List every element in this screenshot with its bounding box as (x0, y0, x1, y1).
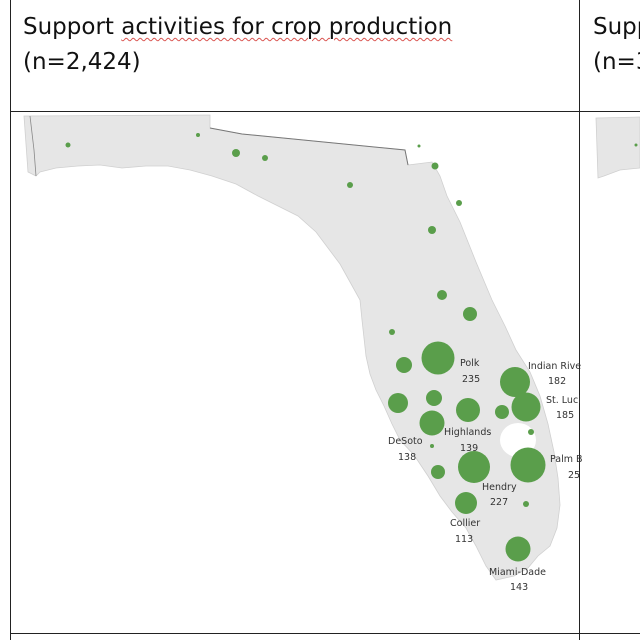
county-value-label: 235 (462, 374, 480, 385)
county-bubble (396, 357, 412, 373)
county-value-label: 139 (460, 443, 478, 454)
county-bubble (456, 398, 480, 422)
county-value-label: 138 (398, 452, 416, 463)
county-bubble (437, 290, 447, 300)
panel-title: Support activities for crop production (… (23, 10, 452, 80)
county-name-label: Collier (450, 518, 480, 529)
panel-title-part: activities for crop production (121, 14, 453, 40)
table-border-header (10, 111, 640, 112)
florida-land (23, 114, 561, 581)
county-bubble (262, 155, 268, 161)
florida-land-right-panel (595, 116, 640, 179)
county-name-label: DeSoto (388, 436, 423, 447)
county-bubble (196, 133, 200, 137)
panel-title-right-line1: Supp (593, 14, 640, 40)
county-bubble (510, 447, 546, 483)
county-bubble (500, 367, 530, 397)
county-value-label: 113 (455, 534, 473, 545)
county-bubble (505, 536, 531, 562)
county-value-label: 25 (568, 470, 580, 481)
county-name-label: Polk (460, 358, 480, 369)
state-border-line (29, 115, 37, 177)
panel-title-part: Support (23, 14, 122, 40)
panel-title-right: Supp (n=3 (593, 10, 640, 80)
county-name-label: Hendry (482, 482, 517, 493)
county-value-label: 143 (510, 582, 528, 593)
county-value-label: 227 (490, 497, 508, 508)
table-border-left (10, 0, 11, 640)
bubble-layer (65, 133, 638, 562)
county-bubble (419, 410, 445, 436)
table-border-middle (579, 0, 580, 640)
county-name-label: Miami-Dade (489, 567, 546, 578)
county-bubble (430, 444, 434, 448)
panel-count-right: (n=3 (593, 49, 640, 75)
county-value-label: 182 (548, 376, 566, 387)
county-bubble (421, 341, 455, 375)
state-border-line (209, 127, 409, 166)
county-name-label: St. Luci (546, 395, 581, 406)
county-bubble (528, 429, 534, 435)
county-value-label: 185 (556, 410, 574, 421)
table-border-bottom (10, 633, 640, 634)
county-bubble (523, 501, 529, 507)
county-bubble (65, 142, 71, 148)
county-bubble (417, 144, 421, 148)
county-bubble (431, 162, 439, 170)
county-bubble (463, 307, 477, 321)
county-bubble (347, 182, 353, 188)
county-bubble (634, 143, 638, 147)
county-bubble (511, 392, 541, 422)
county-name-label: Highlands (444, 427, 491, 438)
county-bubble (431, 465, 445, 479)
county-bubble (495, 405, 509, 419)
county-bubble (232, 149, 240, 157)
county-name-label: Indian Rive (528, 361, 581, 372)
county-bubble (389, 329, 395, 335)
county-bubble (458, 451, 490, 483)
county-bubble (456, 200, 462, 206)
county-bubble (426, 390, 442, 406)
county-name-label: Palm B (550, 454, 583, 465)
county-label-layer: Polk 235 Indian Rive 182 St. Luci 185 Hi… (388, 358, 583, 593)
county-bubble (455, 492, 477, 514)
county-bubble (428, 226, 436, 234)
county-bubble (388, 393, 408, 413)
panel-count: (n=2,424) (23, 49, 141, 75)
